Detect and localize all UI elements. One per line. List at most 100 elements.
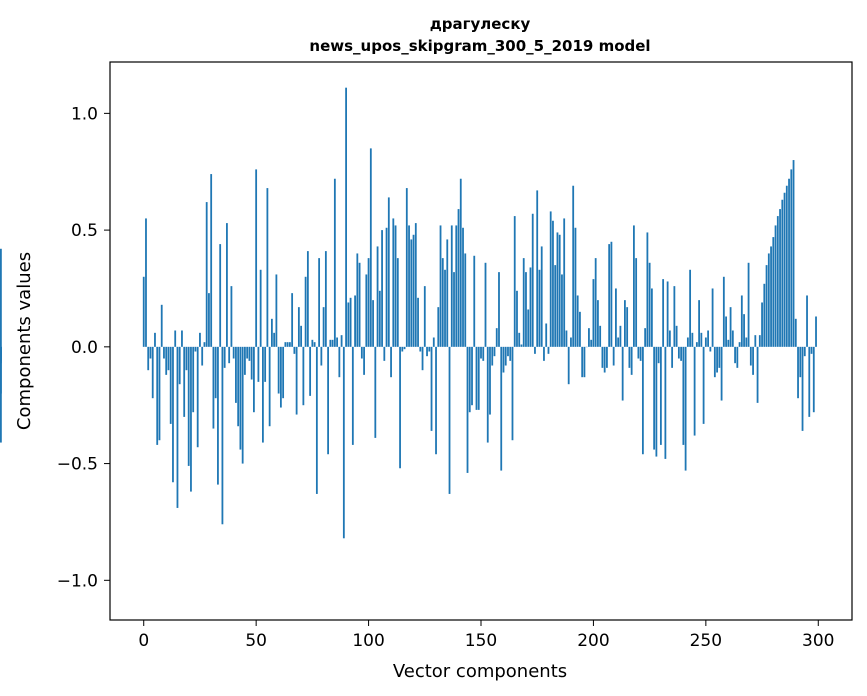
bar (689, 269, 692, 347)
bar (329, 339, 332, 347)
bar (666, 281, 669, 347)
bar (226, 223, 228, 347)
bar (300, 325, 303, 347)
bar (599, 325, 602, 347)
bar (554, 265, 557, 347)
bar (509, 346, 512, 361)
bar (727, 339, 730, 347)
bar (601, 346, 604, 368)
bar (547, 346, 550, 354)
bar (167, 346, 170, 371)
bar (426, 346, 428, 357)
bar (507, 346, 509, 357)
bar (720, 346, 723, 401)
bar (423, 286, 426, 347)
bar (262, 346, 264, 443)
bar (662, 279, 665, 347)
bar (376, 246, 379, 347)
bar (588, 328, 590, 347)
bar (790, 169, 793, 347)
x-tick-label: 0 (138, 631, 149, 651)
y-tick-label: 0.0 (71, 338, 98, 358)
bar (212, 346, 215, 429)
bar (428, 346, 431, 352)
bar (736, 346, 739, 368)
bar (464, 253, 467, 347)
bar (210, 174, 213, 347)
bar (709, 346, 712, 352)
bar (648, 262, 651, 347)
bar (590, 339, 593, 347)
bar (749, 346, 752, 366)
bar (767, 253, 770, 347)
bar (745, 337, 748, 347)
bar (484, 262, 487, 347)
bar (765, 265, 768, 347)
bar (149, 346, 152, 359)
bar (534, 346, 536, 354)
bar (0, 346, 2, 443)
bar (394, 225, 397, 347)
bar (239, 346, 242, 450)
bar (729, 307, 732, 347)
bar (520, 344, 523, 347)
bar (309, 346, 312, 396)
bar (561, 274, 563, 347)
bar (169, 346, 172, 424)
bar (597, 300, 599, 347)
bar (722, 276, 725, 347)
bar (700, 332, 703, 347)
bar (774, 225, 777, 347)
bar (214, 346, 217, 399)
bar (725, 316, 727, 347)
bar (383, 346, 386, 361)
bar (797, 346, 799, 399)
bar (513, 216, 516, 347)
bar (770, 246, 772, 347)
bar (500, 346, 503, 471)
bar (396, 258, 399, 347)
bar (801, 346, 804, 431)
bar (273, 332, 276, 347)
bar (637, 346, 640, 359)
bar (205, 202, 208, 347)
bar (617, 337, 620, 347)
bar (574, 227, 577, 347)
bar (570, 337, 572, 347)
bar (381, 230, 383, 347)
bar (664, 346, 667, 459)
x-axis-label: Vector components (393, 661, 567, 682)
bar (306, 251, 309, 347)
bar (675, 325, 678, 347)
bar (815, 316, 817, 347)
bar (624, 300, 626, 347)
bar (525, 272, 527, 347)
bar (405, 188, 408, 347)
bar (738, 342, 741, 347)
bar (399, 346, 401, 469)
bar (221, 346, 224, 525)
bar (615, 288, 617, 347)
x-tick-label: 200 (577, 631, 609, 651)
bar (754, 335, 757, 347)
x-tick-label: 150 (465, 631, 497, 651)
bar (671, 346, 674, 368)
bar (806, 295, 808, 347)
bar (581, 346, 584, 378)
bar (181, 330, 183, 347)
y-axis-label: Components values (14, 252, 35, 430)
y-tick-label: 0.5 (71, 221, 98, 241)
bar (275, 274, 278, 347)
bar (563, 218, 566, 347)
bar (430, 346, 433, 431)
x-axis-ticks: 0 50 100 150 200 250 300 (138, 620, 834, 651)
bar (680, 346, 683, 361)
bar (462, 227, 464, 347)
bar (414, 223, 417, 347)
bar (183, 346, 186, 417)
bar (540, 246, 543, 347)
bar (668, 330, 671, 347)
bar (347, 302, 350, 347)
bar (248, 346, 251, 361)
bar (336, 337, 338, 347)
